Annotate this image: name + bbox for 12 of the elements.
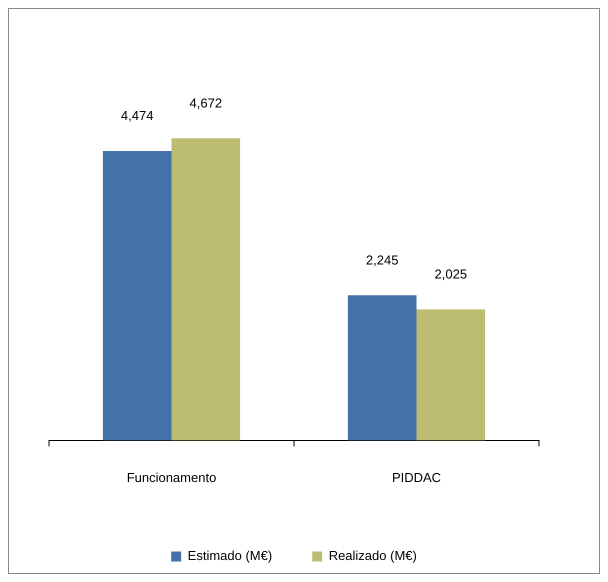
data-label: 2,025 xyxy=(434,266,468,282)
legend-label: Estimado (M€) xyxy=(188,548,272,564)
legend-label: Realizado (M€) xyxy=(328,548,417,564)
data-label: 4,474 xyxy=(120,108,154,124)
bar xyxy=(172,138,240,440)
x-tick-label: PIDDAC xyxy=(392,470,442,485)
bar xyxy=(102,151,172,440)
data-label: 2,245 xyxy=(366,252,398,268)
x-tick-label: Funcionamento xyxy=(126,470,216,485)
bar xyxy=(416,309,486,440)
data-label: 4,672 xyxy=(190,95,222,110)
bar xyxy=(348,295,416,440)
